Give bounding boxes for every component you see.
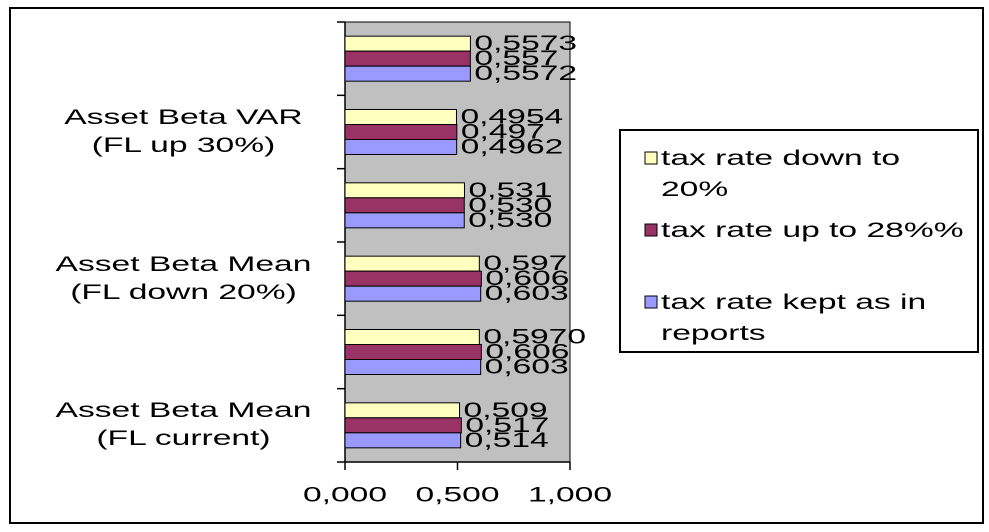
value-label: 0,517: [465, 413, 549, 436]
legend-swatch: [644, 295, 658, 309]
bar: [344, 417, 462, 434]
bar: [344, 402, 461, 419]
value-label: 0,557: [474, 46, 558, 69]
value-label: 0,530: [468, 193, 552, 216]
category-label: Asset Beta VAR (FL up 30%): [63, 106, 303, 157]
legend-label: tax rate up to 28%%: [661, 219, 964, 242]
value-label: 0,606: [485, 266, 569, 289]
value-label: 0,514: [465, 428, 549, 451]
value-label: 0,497: [461, 120, 545, 143]
bar: [344, 50, 471, 67]
legend-box: [619, 129, 979, 353]
value-label: 0,5572: [474, 61, 577, 84]
category-label: Asset Beta Mean (FL down 20%): [55, 252, 311, 304]
bar: [344, 65, 471, 82]
bar: [344, 124, 458, 140]
category-label: Asset Beta Mean (FL current): [55, 399, 311, 451]
x-tick-label: 0,000: [303, 483, 387, 506]
legend-swatch: [644, 223, 658, 237]
x-tick-label: 1,000: [528, 483, 612, 506]
value-label: 0,603: [485, 355, 569, 378]
value-label: 0,5970: [483, 325, 586, 348]
value-label: 0,531: [468, 178, 552, 201]
bar: [344, 432, 462, 449]
value-label: 0,606: [485, 340, 569, 363]
value-label: 0,4954: [460, 105, 563, 128]
bar: [344, 344, 482, 360]
bar: [344, 35, 471, 52]
bar: [344, 182, 465, 199]
value-label: 0,597: [483, 251, 567, 274]
plot-area: [344, 21, 571, 463]
x-tick-label: 0,500: [415, 483, 499, 506]
value-label: 0,603: [485, 281, 569, 304]
bar: [344, 109, 457, 125]
bar: [344, 197, 465, 214]
value-label: 0,530: [468, 208, 552, 231]
legend-swatch: [644, 151, 658, 165]
bar: [344, 270, 482, 287]
bar: [344, 255, 480, 272]
bar: [344, 285, 482, 302]
bar: [344, 359, 482, 375]
value-label: 0,4962: [461, 135, 564, 158]
bar: [344, 212, 465, 229]
bar: [344, 139, 458, 155]
legend-label: tax rate kept as in reports: [661, 291, 927, 345]
value-label: 0,509: [464, 398, 548, 421]
value-label: 0,5573: [474, 31, 577, 54]
bar: [344, 329, 480, 345]
legend-label: tax rate down to 20%: [661, 147, 901, 201]
